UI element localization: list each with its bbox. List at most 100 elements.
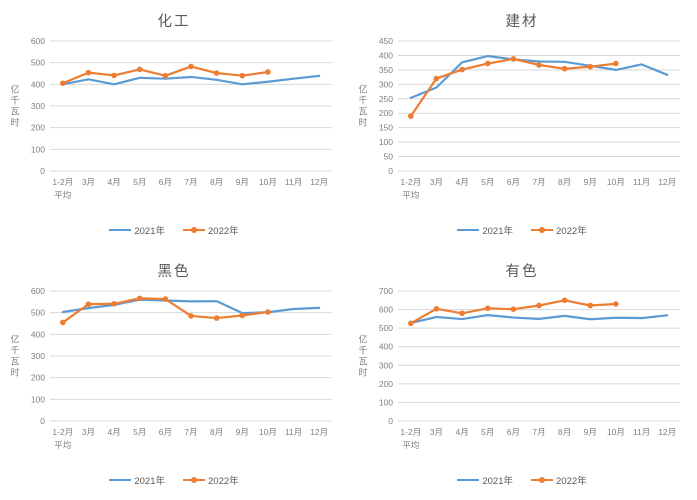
data-point-marker bbox=[458, 66, 465, 73]
y-tick-label: 200 bbox=[30, 123, 44, 133]
data-point-marker bbox=[458, 310, 465, 317]
series-line-2021年 bbox=[61, 74, 320, 86]
y-tick-label: 500 bbox=[378, 323, 392, 333]
y-tick-label: 0 bbox=[40, 166, 45, 176]
legend-item-2022: 2022年 bbox=[531, 473, 587, 487]
data-point-marker bbox=[187, 313, 194, 319]
x-axis-label: 4月 bbox=[455, 427, 468, 437]
y-tick-label: 300 bbox=[30, 351, 44, 361]
x-axis-label: 7月 bbox=[532, 177, 545, 187]
x-axis-label: 6月 bbox=[158, 177, 171, 187]
x-axis-label: 6月 bbox=[506, 177, 519, 187]
chart-card-building-materials: 建材 0 50 100 150 200 250 300 350 400 450 1-2月 平均 3月 4月… bbox=[348, 0, 696, 250]
x-axis-label: 平均 bbox=[402, 190, 419, 200]
y-axis-title-char: 亿 bbox=[358, 334, 367, 345]
x-axis-label: 11月 bbox=[284, 177, 301, 187]
x-axis-label: 1-2月 bbox=[52, 427, 73, 437]
y-axis-title-char: 千 bbox=[358, 96, 367, 106]
data-point-marker bbox=[586, 302, 593, 309]
data-point-marker bbox=[561, 65, 567, 72]
legend-item-2022: 2022年 bbox=[183, 223, 239, 237]
data-point-marker bbox=[85, 301, 91, 308]
x-axis-label: 10月 bbox=[258, 177, 276, 187]
x-axis-label: 平均 bbox=[402, 440, 419, 450]
y-tick-label: 400 bbox=[30, 329, 44, 339]
data-point-marker bbox=[59, 80, 66, 87]
x-axis-label: 平均 bbox=[54, 440, 71, 450]
x-axis-label: 9月 bbox=[235, 177, 248, 187]
data-point-marker bbox=[510, 306, 516, 312]
y-tick-label: 300 bbox=[378, 79, 392, 89]
data-point-marker bbox=[85, 69, 91, 76]
data-point-marker bbox=[510, 56, 516, 62]
x-axis-label: 8月 bbox=[558, 427, 571, 437]
legend-marker-dot-icon bbox=[539, 477, 545, 483]
legend-line-swatch bbox=[457, 228, 480, 232]
x-axis-label: 4月 bbox=[455, 177, 468, 187]
data-point-marker bbox=[433, 75, 439, 82]
data-point-marker bbox=[162, 72, 168, 79]
data-point-marker bbox=[162, 296, 168, 302]
legend-item-2021: 2021年 bbox=[457, 223, 513, 237]
chart-card-ferrous: 黑色 0 100 200 300 400 500 600 1-2月 平均 3月 4月 5月 6月 7月 8月… bbox=[0, 250, 348, 500]
y-axis-title-char: 瓦 bbox=[358, 357, 367, 367]
legend-line-dot-swatch bbox=[183, 227, 205, 233]
legend-line-dot-swatch bbox=[531, 477, 553, 483]
data-point-marker bbox=[612, 301, 619, 307]
legend-marker-dot-icon bbox=[191, 477, 197, 483]
x-axis-label: 3月 bbox=[81, 177, 94, 187]
legend-label: 2022年 bbox=[556, 226, 587, 237]
series-line-2021年 bbox=[61, 298, 320, 315]
legend-item-2022: 2022年 bbox=[531, 223, 587, 237]
y-axis-title-char: 时 bbox=[358, 117, 367, 128]
data-point-marker bbox=[433, 306, 439, 312]
x-axis-label: 平均 bbox=[54, 190, 71, 200]
x-axis-label: 6月 bbox=[158, 427, 171, 437]
x-axis-label: 5月 bbox=[133, 177, 146, 187]
y-tick-label: 100 bbox=[30, 394, 44, 404]
data-point-marker bbox=[213, 315, 219, 321]
data-point-marker bbox=[136, 295, 143, 302]
x-axis-label: 1-2月 bbox=[400, 427, 421, 437]
legend-item-2021: 2021年 bbox=[109, 473, 165, 487]
legend-label: 2021年 bbox=[482, 476, 513, 487]
x-axis-label: 12月 bbox=[310, 427, 328, 437]
legend-marker-dot-icon bbox=[539, 227, 545, 233]
y-axis-title-char: 瓦 bbox=[10, 357, 19, 367]
x-axis-label: 9月 bbox=[235, 427, 248, 437]
x-axis-label: 7月 bbox=[532, 427, 545, 437]
y-tick-label: 450 bbox=[378, 36, 392, 46]
chart-card-chemical: 化工 0 100 200 300 400 500 600 1-2月 平均 3月 4月 5月 6月 7月 8月… bbox=[0, 0, 348, 250]
chart-title: 黑色 bbox=[157, 264, 191, 280]
data-point-marker bbox=[110, 300, 117, 307]
y-tick-label: 600 bbox=[378, 305, 392, 315]
data-point-marker bbox=[213, 70, 219, 76]
x-axis-label: 9月 bbox=[583, 427, 596, 437]
x-axis-label: 7月 bbox=[184, 177, 197, 187]
y-axis-title-char: 千 bbox=[358, 346, 367, 356]
legend-label: 2022年 bbox=[208, 476, 239, 487]
x-axis-label: 11月 bbox=[632, 427, 649, 437]
x-axis-label: 11月 bbox=[284, 427, 301, 437]
y-axis-title-char: 时 bbox=[358, 367, 367, 378]
series-line-2021年 bbox=[409, 54, 668, 100]
y-tick-label: 300 bbox=[378, 360, 392, 370]
x-axis-label: 3月 bbox=[81, 427, 94, 437]
y-axis-title-char: 亿 bbox=[358, 84, 367, 95]
chart-title: 建材 bbox=[505, 14, 539, 30]
x-axis-label: 10月 bbox=[258, 427, 276, 437]
x-axis-label: 7月 bbox=[184, 427, 197, 437]
x-axis-label: 8月 bbox=[210, 427, 223, 437]
y-tick-label: 0 bbox=[388, 416, 393, 426]
y-axis-title-char: 亿 bbox=[10, 84, 19, 95]
chart-title: 有色 bbox=[505, 264, 539, 280]
y-tick-label: 500 bbox=[30, 58, 44, 68]
data-point-marker bbox=[136, 66, 143, 73]
x-axis-label: 4月 bbox=[107, 427, 120, 437]
data-point-marker bbox=[484, 60, 491, 67]
